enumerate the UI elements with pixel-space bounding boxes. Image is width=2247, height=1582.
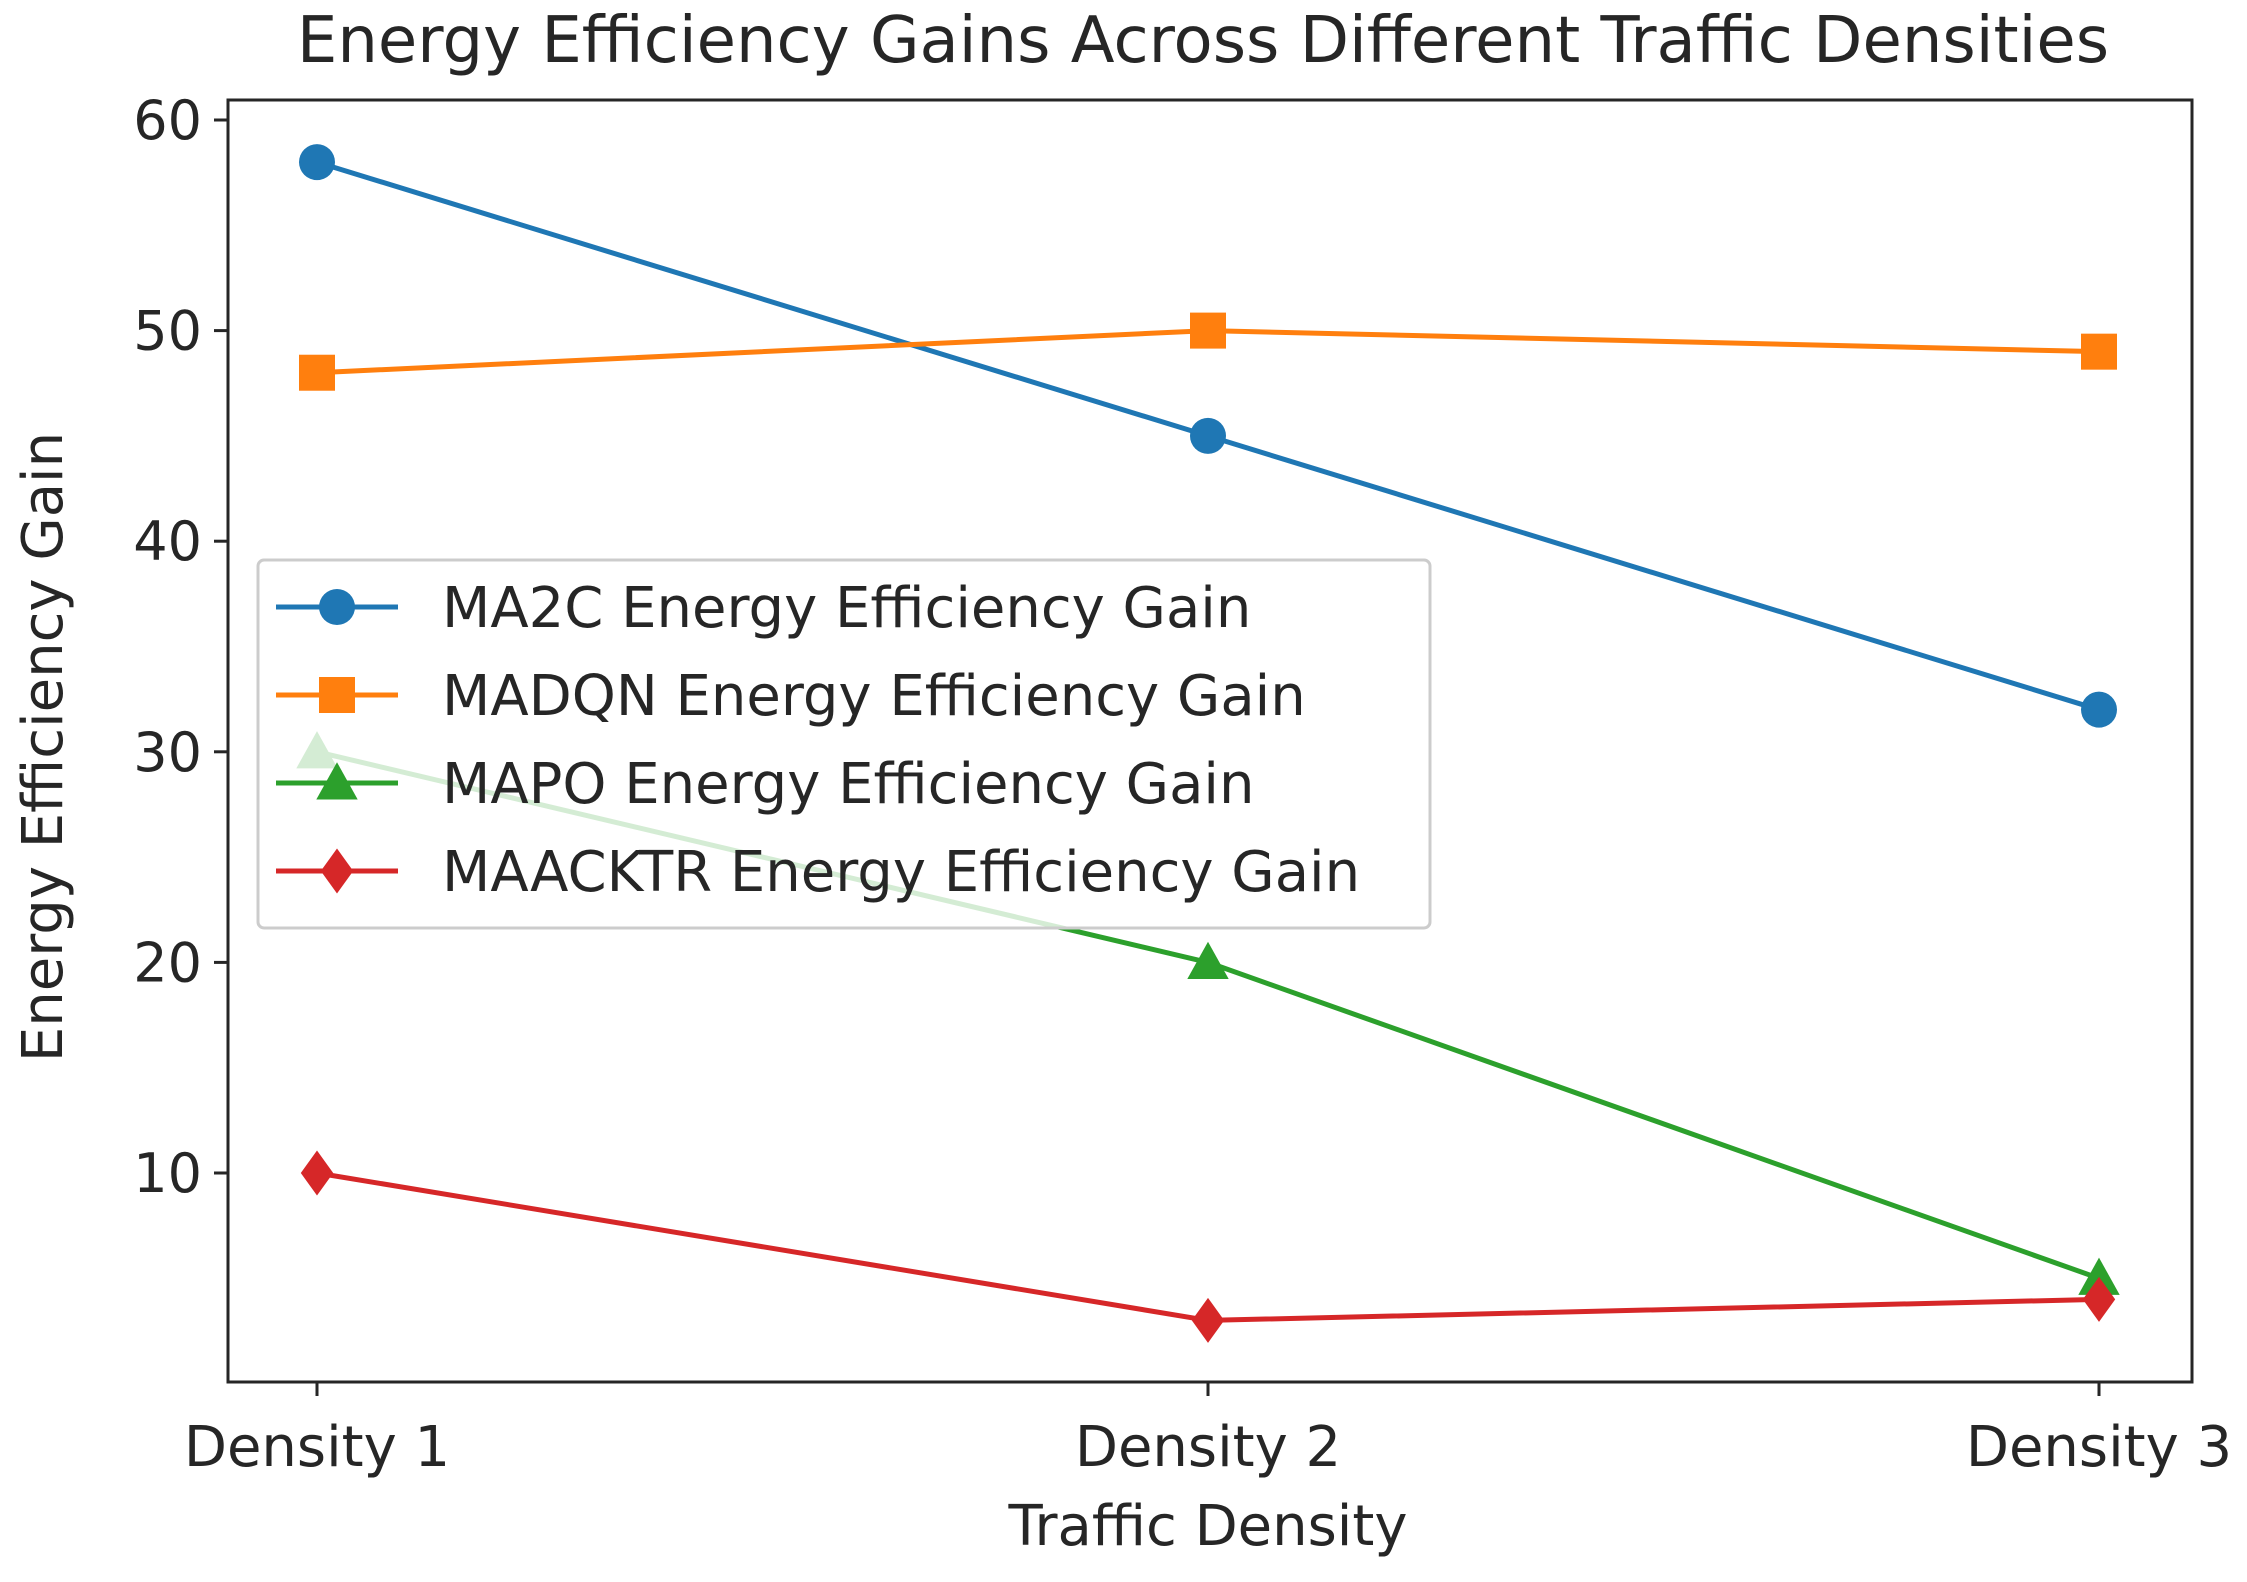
y-axis-label: Energy Efficiency Gain bbox=[11, 432, 76, 1062]
data-point bbox=[1190, 417, 1226, 454]
y-tick-label: 60 bbox=[133, 89, 202, 152]
y-tick-label: 10 bbox=[133, 1142, 202, 1205]
x-tick-label: Density 2 bbox=[1075, 1415, 1341, 1480]
chart-title: Energy Efficiency Gains Across Different… bbox=[297, 4, 2109, 78]
data-point bbox=[300, 1150, 334, 1196]
plot-frame bbox=[226, 98, 2194, 1384]
data-point bbox=[2081, 691, 2117, 728]
legend-item: MAPO Energy Efficiency Gain bbox=[276, 752, 1254, 817]
y-tick-label: 30 bbox=[133, 721, 202, 784]
data-point bbox=[299, 354, 335, 391]
data-point bbox=[1190, 312, 1226, 349]
legend-swatch-marker bbox=[320, 848, 354, 894]
series-2 bbox=[299, 312, 2117, 391]
plot-area: 10 20 30 40 50 60 Density 1 Density 2 Density 3 bbox=[133, 89, 2232, 1480]
legend-swatch-marker bbox=[319, 589, 355, 625]
data-point bbox=[2082, 1276, 2116, 1322]
legend-label: MAPO Energy Efficiency Gain bbox=[442, 752, 1254, 817]
data-point bbox=[1191, 1297, 1225, 1343]
legend-item: MA2C Energy Efficiency Gain bbox=[276, 576, 1251, 641]
x-tick-label: Density 3 bbox=[1966, 1415, 2232, 1480]
legend: MA2C Energy Efficiency Gain MADQN Energy … bbox=[256, 558, 1432, 930]
legend-swatch-marker bbox=[319, 677, 355, 713]
series-1 bbox=[299, 144, 2117, 728]
legend-label: MAACKTR Energy Efficiency Gain bbox=[442, 840, 1360, 905]
data-point bbox=[2081, 333, 2117, 370]
y-tick-label: 40 bbox=[133, 510, 202, 573]
legend-swatch-marker bbox=[316, 762, 358, 800]
y-tick-label: 50 bbox=[133, 300, 202, 363]
legend-box bbox=[256, 558, 1432, 930]
y-tick-label: 20 bbox=[133, 931, 202, 994]
data-point bbox=[2078, 1257, 2120, 1295]
legend-label: MADQN Energy Efficiency Gain bbox=[442, 664, 1306, 729]
data-point bbox=[299, 144, 335, 181]
data-point bbox=[1187, 941, 1229, 979]
series-4 bbox=[300, 1150, 2116, 1343]
x-axis-label: Traffic Density bbox=[1008, 1494, 1408, 1559]
x-tick-label: Density 1 bbox=[184, 1415, 450, 1480]
legend-label: MA2C Energy Efficiency Gain bbox=[442, 576, 1251, 641]
legend-item: MADQN Energy Efficiency Gain bbox=[276, 664, 1306, 729]
legend-item: MAACKTR Energy Efficiency Gain bbox=[276, 840, 1360, 905]
